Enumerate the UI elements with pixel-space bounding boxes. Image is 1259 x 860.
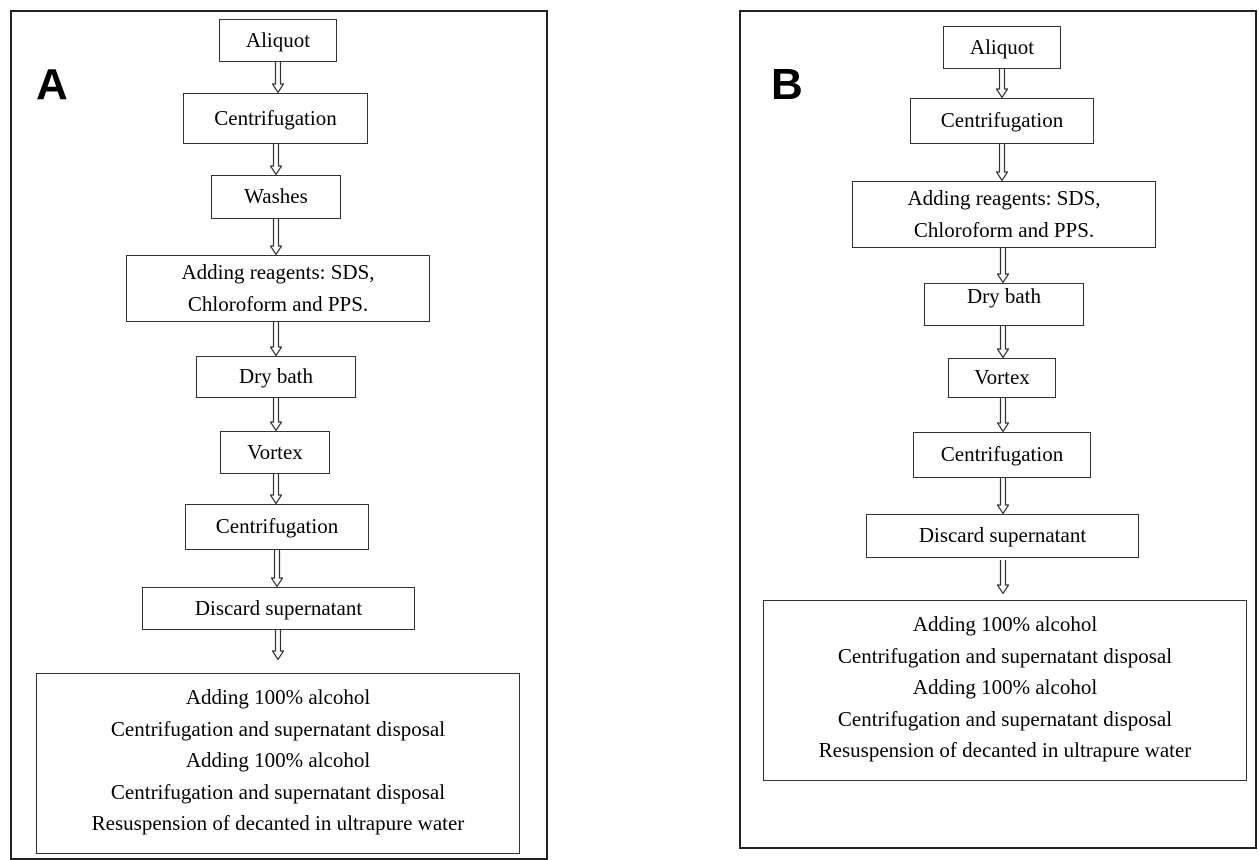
flow-arrow [270,219,282,255]
flow-arrow [997,478,1009,514]
final-steps-box: Adding 100% alcohol Centrifugation and s… [36,673,520,854]
flow-arrow [270,398,282,431]
panel-b-letter: B [771,60,803,109]
step-aliquot: Aliquot [219,19,337,62]
step-adding-reagents: Adding reagents: SDS, Chloroform and PPS… [852,181,1156,248]
flow-arrow [997,398,1009,432]
step-adding-reagents: Adding reagents: SDS, Chloroform and PPS… [126,255,430,322]
flow-arrow [271,550,283,587]
flow-arrow [996,69,1008,98]
flow-arrow [997,560,1009,594]
flow-arrow [272,62,284,93]
flow-arrow [997,248,1009,283]
step-dry-bath: Dry bath [924,283,1084,326]
flow-arrow [996,144,1008,181]
panel-a-letter: A [36,60,68,109]
step-centrifugation-2: Centrifugation [185,504,369,550]
step-vortex: Vortex [220,431,330,474]
step-discard-supernatant: Discard supernatant [866,514,1139,558]
step-centrifugation: Centrifugation [910,98,1094,144]
step-centrifugation-2: Centrifugation [913,432,1091,478]
step-dry-bath: Dry bath [196,356,356,398]
flow-arrow [272,630,284,660]
flow-arrow [270,474,282,504]
step-centrifugation: Centrifugation [183,93,368,144]
step-discard-supernatant: Discard supernatant [142,587,415,630]
flow-arrow [270,322,282,356]
step-aliquot: Aliquot [943,26,1061,69]
flow-arrow [997,326,1009,358]
step-vortex: Vortex [948,358,1056,398]
step-washes: Washes [211,175,341,219]
flow-arrow [270,144,282,175]
final-steps-box: Adding 100% alcohol Centrifugation and s… [763,600,1247,781]
